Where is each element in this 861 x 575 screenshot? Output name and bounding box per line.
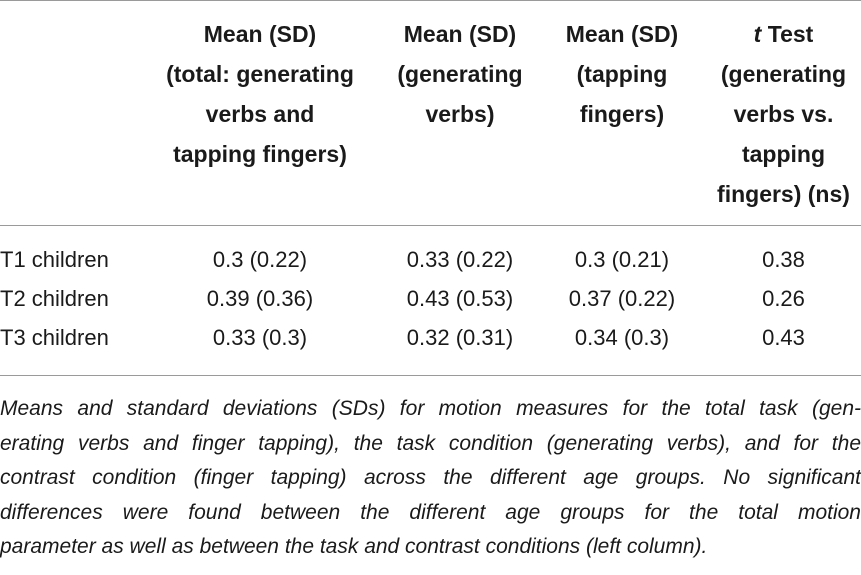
table-bottom-rule xyxy=(0,375,861,376)
caption-line: Means and standard deviations (SDs) for … xyxy=(0,397,861,420)
cell-mean-tapping: 0.34 (0.3) xyxy=(574,325,670,350)
caption-line: erating verbs and finger tapping), the t… xyxy=(0,431,861,455)
row-label: T2 children xyxy=(0,286,109,311)
header-line: (total: generating xyxy=(166,61,354,87)
header-line: tapping fingers) xyxy=(173,141,347,167)
header-line: tapping xyxy=(741,141,826,167)
header-line: fingers) (ns) xyxy=(717,181,850,207)
header-line: (generating xyxy=(720,61,847,87)
cell-t-test: 0.38 xyxy=(762,247,805,272)
cell-mean-total: 0.39 (0.36) xyxy=(206,286,314,311)
table-row: T2 children 0.39 (0.36) 0.43 (0.53) 0.37… xyxy=(0,279,861,318)
cell-mean-generating: 0.33 (0.22) xyxy=(406,247,514,272)
cell-mean-tapping: 0.37 (0.22) xyxy=(568,286,676,311)
header-mean-tapping: Mean (SD) (tapping fingers) xyxy=(548,14,696,134)
caption-line: contrast condition (finger tapping) acro… xyxy=(0,466,861,489)
header-line: (generating xyxy=(397,61,523,87)
row-label: T1 children xyxy=(0,247,109,272)
cell-mean-total: 0.33 (0.3) xyxy=(212,325,308,350)
cell-mean-total: 0.3 (0.22) xyxy=(212,247,308,272)
cell-mean-tapping: 0.3 (0.21) xyxy=(574,247,670,272)
header-mean-total: Mean (SD) (total: generating verbs and t… xyxy=(150,14,370,174)
table-top-rule xyxy=(0,0,861,1)
header-line: (tapping xyxy=(576,61,668,87)
table-header-rule xyxy=(0,225,861,226)
header-line-text: Test xyxy=(761,21,814,47)
row-label: T3 children xyxy=(0,325,109,350)
cell-t-test: 0.43 xyxy=(762,325,805,350)
header-line: Mean (SD) xyxy=(565,21,679,47)
table-row: T1 children 0.3 (0.22) 0.33 (0.22) 0.3 (… xyxy=(0,240,861,279)
cell-mean-generating: 0.32 (0.31) xyxy=(406,325,514,350)
header-line: verbs and xyxy=(205,101,315,127)
header-mean-generating: Mean (SD) (generating verbs) xyxy=(385,14,535,134)
header-line: t Test xyxy=(706,14,861,54)
header-line: Mean (SD) xyxy=(403,21,517,47)
cell-mean-generating: 0.43 (0.53) xyxy=(406,286,514,311)
cell-t-test: 0.26 xyxy=(762,286,805,311)
header-line: verbs vs. xyxy=(733,101,834,127)
table-caption: Means and standard deviations (SDs) for … xyxy=(0,392,861,565)
t-symbol: t xyxy=(753,21,762,47)
header-line: fingers) xyxy=(579,101,665,127)
table-row: T3 children 0.33 (0.3) 0.32 (0.31) 0.34 … xyxy=(0,318,861,357)
caption-line: differences were found between the diffe… xyxy=(0,500,861,524)
header-line: verbs) xyxy=(425,101,495,127)
caption-line: parameter as well as between the task an… xyxy=(0,535,708,558)
header-line: Mean (SD) xyxy=(203,21,317,47)
header-t-test: t Test (generating verbs vs. tapping fin… xyxy=(706,14,861,214)
